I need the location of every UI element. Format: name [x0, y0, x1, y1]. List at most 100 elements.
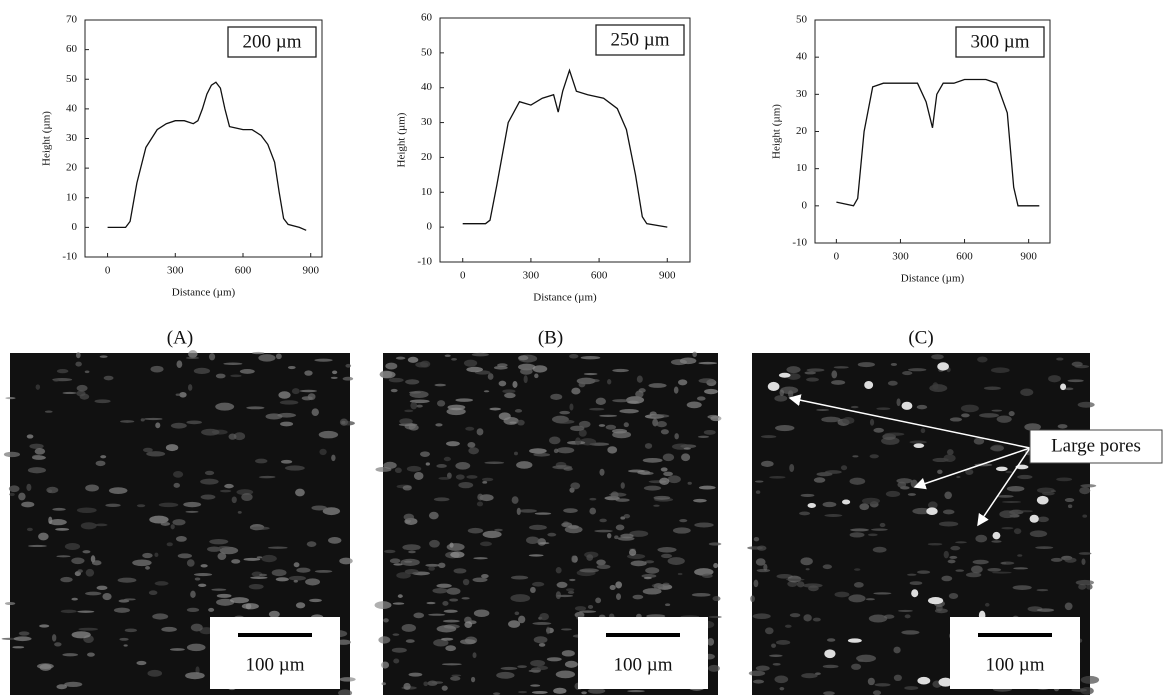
- texture: [80, 522, 97, 530]
- texture: [823, 691, 835, 695]
- texture: [385, 362, 398, 370]
- texture: [595, 597, 602, 604]
- texture: [330, 376, 338, 379]
- texture: [410, 401, 418, 410]
- texture: [62, 391, 77, 395]
- pore: [995, 466, 1008, 472]
- texture: [187, 384, 193, 391]
- texture: [599, 518, 607, 523]
- texture: [218, 546, 230, 549]
- texture: [931, 354, 944, 360]
- scale-bar-label: 100 µm: [614, 654, 673, 675]
- texture: [518, 690, 528, 694]
- texture: [890, 362, 898, 366]
- texture: [698, 485, 716, 490]
- texture: [750, 595, 755, 603]
- texture: [186, 559, 195, 567]
- texture: [513, 451, 518, 456]
- texture: [342, 376, 354, 381]
- texture: [405, 379, 420, 385]
- texture: [231, 559, 241, 564]
- texture: [678, 379, 688, 386]
- texture: [534, 373, 539, 379]
- x-tick-label: 600: [956, 251, 973, 263]
- texture: [291, 388, 300, 395]
- texture: [404, 568, 419, 575]
- texture: [786, 366, 801, 374]
- texture: [237, 510, 242, 514]
- texture: [287, 365, 296, 370]
- texture: [219, 489, 232, 493]
- texture: [769, 654, 783, 657]
- texture: [99, 355, 108, 358]
- texture: [942, 509, 955, 515]
- texture: [872, 690, 882, 695]
- texture: [408, 672, 423, 677]
- texture: [687, 481, 692, 485]
- texture: [586, 554, 594, 561]
- texture: [252, 351, 265, 355]
- texture: [275, 577, 289, 582]
- texture: [667, 557, 685, 565]
- texture: [1020, 388, 1034, 397]
- texture: [909, 440, 927, 444]
- texture: [76, 507, 97, 514]
- texture: [26, 434, 34, 439]
- profile-line: [462, 68, 668, 228]
- texture: [518, 615, 526, 624]
- texture: [950, 545, 961, 551]
- texture: [775, 425, 795, 432]
- texture: [867, 533, 878, 537]
- texture: [648, 383, 667, 388]
- texture: [8, 485, 20, 493]
- texture: [476, 501, 484, 507]
- texture: [693, 498, 707, 503]
- texture: [307, 393, 316, 401]
- texture: [280, 421, 294, 427]
- texture: [393, 563, 403, 566]
- y-tick-label: 50: [796, 14, 808, 26]
- texture: [408, 424, 419, 431]
- texture: [872, 546, 887, 553]
- texture: [581, 691, 587, 695]
- texture: [399, 418, 413, 425]
- texture: [533, 636, 548, 644]
- texture: [258, 573, 268, 577]
- texture: [431, 681, 444, 684]
- texture: [405, 639, 415, 643]
- texture: [609, 584, 616, 591]
- texture: [95, 460, 106, 467]
- texture: [441, 685, 448, 691]
- texture: [708, 615, 722, 619]
- texture: [142, 552, 153, 559]
- texture: [293, 579, 298, 583]
- texture: [85, 484, 99, 492]
- texture: [446, 543, 465, 551]
- texture: [142, 447, 153, 453]
- texture: [907, 493, 916, 496]
- arrow: [788, 394, 1031, 449]
- texture: [752, 613, 771, 620]
- texture: [1037, 516, 1049, 523]
- pore: [778, 372, 791, 378]
- texture: [443, 456, 451, 462]
- texture: [154, 581, 169, 586]
- y-tick-label: 60: [66, 43, 78, 55]
- texture: [241, 493, 253, 501]
- texture: [145, 566, 150, 570]
- texture: [378, 636, 391, 644]
- texture: [444, 354, 451, 357]
- texture: [893, 646, 901, 654]
- texture: [397, 594, 403, 598]
- arrow: [977, 447, 1031, 527]
- pore: [938, 677, 953, 687]
- texture: [26, 483, 32, 492]
- texture: [927, 542, 943, 546]
- texture: [912, 507, 932, 515]
- texture: [413, 612, 425, 619]
- texture: [999, 510, 1016, 519]
- texture: [215, 402, 235, 411]
- y-tick-label: 30: [66, 132, 78, 144]
- annotation-box: [955, 26, 1045, 58]
